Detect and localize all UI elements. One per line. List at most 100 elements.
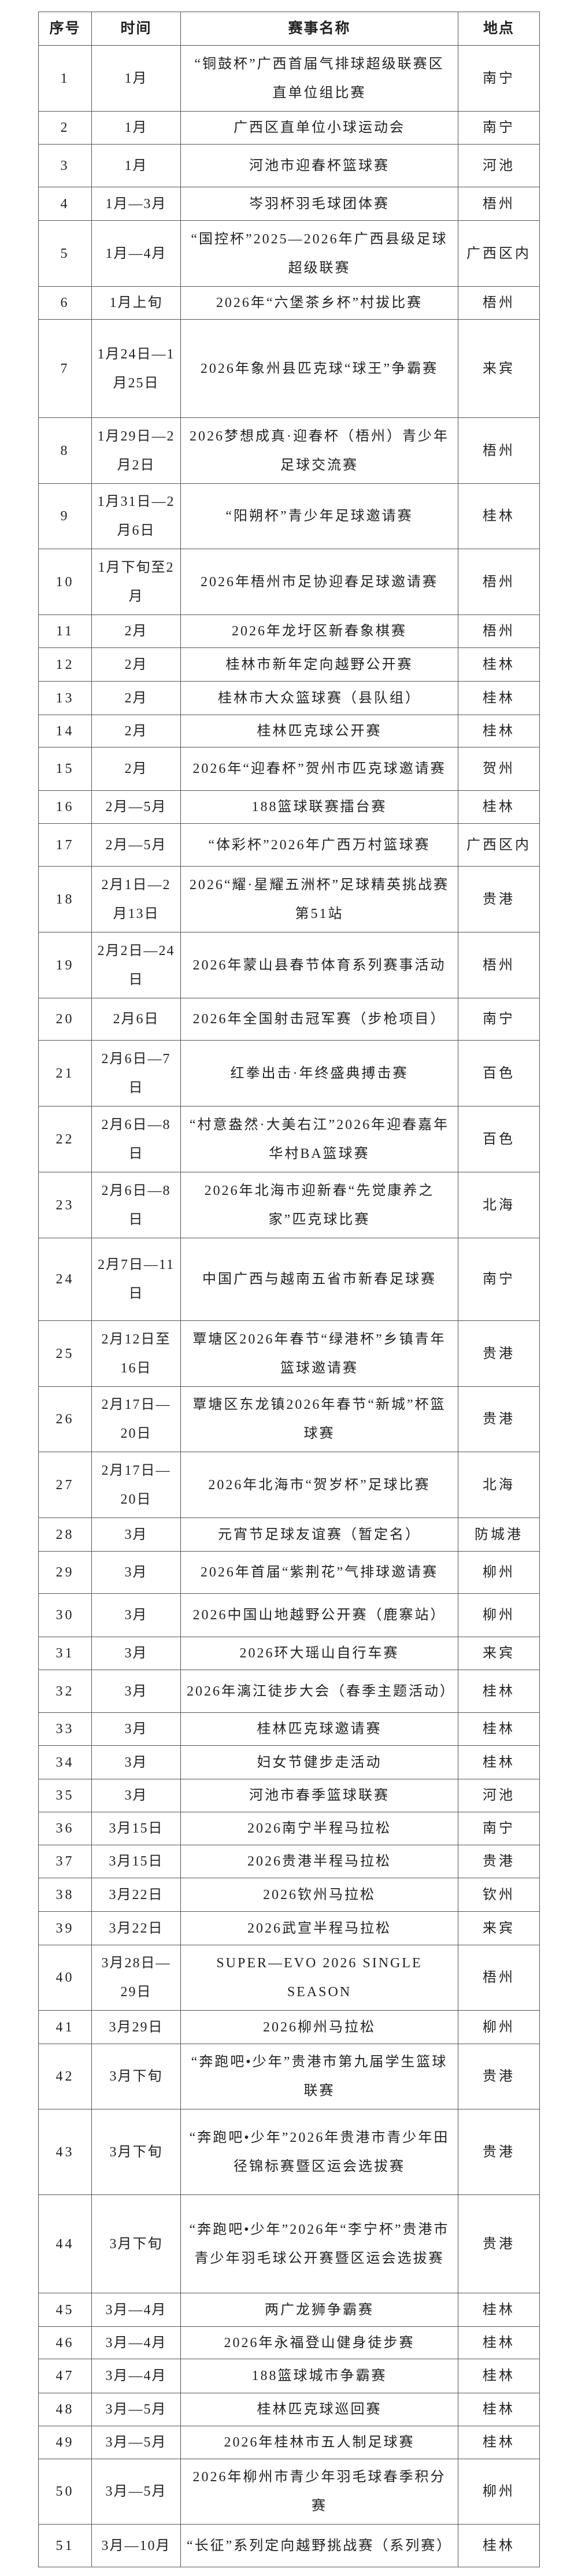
cell-event-name: 桂林匹克球公开赛 [180, 715, 458, 747]
table-row: 27 2月17日—20日 2026年北海市“贺岁杯”足球比赛 北海 [38, 1452, 540, 1518]
cell-place: 桂林 [458, 1712, 540, 1746]
cell-event-name: 2026年桂林市五人制足球赛 [180, 2426, 458, 2459]
cell-no: 28 [38, 1518, 92, 1552]
cell-no: 29 [38, 1551, 92, 1594]
cell-time: 3月 [91, 1593, 181, 1637]
cell-place: 桂林 [458, 681, 540, 715]
cell-event-name: 妇女节健步走活动 [180, 1745, 458, 1779]
cell-time: 1月 [91, 111, 181, 145]
cell-event-name: “长征”系列定向越野挑战赛（系列赛） [180, 2524, 458, 2567]
table-row: 40 3月28日—29日 SUPER—EVO 2026 SINGLE SEASON 梧… [38, 1945, 540, 2011]
cell-time: 2月—5月 [91, 823, 181, 867]
cell-event-name: 2026贵港半程马拉松 [180, 1845, 458, 1878]
cell-event-name: 2026年漓江徒步大会（春季主题活动） [180, 1670, 458, 1713]
cell-place: 梧州 [458, 417, 540, 484]
header-name: 赛事名称 [180, 12, 458, 46]
table-row: 38 3月22日 2026钦州马拉松 钦州 [38, 1878, 540, 1912]
cell-event-name: 2026年“六堡茶乡杯”村拔比赛 [180, 286, 458, 320]
cell-time: 2月17日—20日 [91, 1452, 181, 1518]
table-row: 3 1月 河池市迎春杯篮球赛 河池 [38, 144, 540, 187]
cell-place: 广西区内 [458, 823, 540, 867]
table-row: 43 3月下旬 “奔跑吧•少年”2026年贵港市青少年田径锦标赛暨区运会选拔赛 贵港 [38, 2109, 540, 2195]
cell-event-name: 2026“耀·星耀五洲杯”足球精英挑战赛第51站 [180, 866, 458, 932]
cell-no: 40 [38, 1945, 92, 2011]
cell-place: 桂林 [458, 647, 540, 682]
cell-no: 23 [38, 1172, 92, 1238]
cell-place: 河池 [458, 144, 540, 187]
cell-no: 12 [38, 647, 92, 682]
cell-event-name: 岑羽杯羽毛球团体赛 [180, 187, 458, 221]
cell-event-name: “村意盎然·大美右江”2026年迎春嘉年华村BA篮球赛 [180, 1106, 458, 1172]
cell-no: 7 [38, 319, 92, 418]
cell-time: 3月—4月 [91, 2293, 181, 2327]
cell-time: 1月上旬 [91, 286, 181, 320]
cell-event-name: 红拳出击·年终盛典搏击赛 [180, 1040, 458, 1106]
cell-time: 1月24日—1月25日 [91, 319, 181, 418]
table-row: 11 2月 2026年龙圩区新春象棋赛 梧州 [38, 615, 540, 648]
table-row: 4 1月—3月 岑羽杯羽毛球团体赛 梧州 [38, 187, 540, 221]
cell-event-name: 188篮球城市争霸赛 [180, 2359, 458, 2393]
cell-place: 桂林 [458, 1745, 540, 1779]
cell-no: 22 [38, 1106, 92, 1172]
table-row: 7 1月24日—1月25日 2026年象州县匹克球“球王”争霸赛 来宾 [38, 319, 540, 418]
cell-no: 48 [38, 2393, 92, 2426]
cell-place: 贵港 [458, 866, 540, 932]
cell-place: 桂林 [458, 790, 540, 824]
table-row: 16 2月—5月 188篮球联赛擂台赛 桂林 [38, 790, 540, 824]
cell-time: 3月22日 [91, 1911, 181, 1945]
cell-no: 4 [38, 187, 92, 221]
cell-place: 贵港 [458, 1386, 540, 1452]
cell-no: 32 [38, 1670, 92, 1713]
cell-place: 南宁 [458, 1238, 540, 1321]
cell-no: 21 [38, 1040, 92, 1106]
cell-place: 北海 [458, 1172, 540, 1238]
cell-time: 1月—4月 [91, 220, 181, 287]
cell-no: 31 [38, 1637, 92, 1670]
table-row: 35 3月 河池市春季篮球联赛 河池 [38, 1779, 540, 1812]
cell-event-name: 中国广西与越南五省市新春足球赛 [180, 1238, 458, 1321]
cell-time: 3月—5月 [91, 2426, 181, 2459]
cell-time: 3月—4月 [91, 2326, 181, 2359]
cell-event-name: 2026武宣半程马拉松 [180, 1911, 458, 1945]
cell-place: 贺州 [458, 747, 540, 791]
cell-event-name: “体彩杯”2026年广西万村篮球赛 [180, 823, 458, 867]
cell-time: 1月29日—2月2日 [91, 417, 181, 484]
table-row: 42 3月下旬 “奔跑吧•少年”贵港市第九届学生篮球联赛 贵港 [38, 2044, 540, 2109]
table-row: 17 2月—5月 “体彩杯”2026年广西万村篮球赛 广西区内 [38, 823, 540, 867]
table-row: 29 3月 2026年首届“紫荆花”气排球邀请赛 柳州 [38, 1551, 540, 1594]
cell-no: 18 [38, 866, 92, 932]
cell-no: 35 [38, 1779, 92, 1812]
cell-event-name: 桂林匹克球邀请赛 [180, 1712, 458, 1746]
cell-place: 梧州 [458, 187, 540, 221]
cell-no: 41 [38, 2010, 92, 2044]
cell-event-name: 2026年首届“紫荆花”气排球邀请赛 [180, 1551, 458, 1594]
cell-time: 3月 [91, 1779, 181, 1812]
cell-no: 11 [38, 615, 92, 648]
cell-time: 3月 [91, 1551, 181, 1594]
cell-place: 梧州 [458, 615, 540, 648]
table-row: 39 3月22日 2026武宣半程马拉松 来宾 [38, 1911, 540, 1945]
cell-time: 3月28日—29日 [91, 1945, 181, 2011]
cell-event-name: 2026梦想成真·迎春杯（梧州）青少年足球交流赛 [180, 417, 458, 484]
cell-no: 36 [38, 1812, 92, 1845]
table-row: 9 1月31日—2月6日 “阳朔杯”青少年足球邀请赛 桂林 [38, 483, 540, 549]
cell-event-name: 2026钦州马拉松 [180, 1878, 458, 1912]
cell-place: 柳州 [458, 1551, 540, 1594]
table-header-row: 序号 时间 赛事名称 地点 [38, 12, 540, 46]
table-row: 18 2月1日—2月13日 2026“耀·星耀五洲杯”足球精英挑战赛第51站 贵港 [38, 866, 540, 932]
cell-place: 河池 [458, 1779, 540, 1812]
cell-time: 2月 [91, 647, 181, 682]
cell-event-name: 188篮球联赛擂台赛 [180, 790, 458, 824]
cell-no: 49 [38, 2426, 92, 2459]
cell-event-name: 2026年蒙山县春节体育系列赛事活动 [180, 932, 458, 998]
cell-place: 桂林 [458, 2326, 540, 2359]
header-place: 地点 [458, 12, 540, 46]
cell-event-name: 2026环大瑶山自行车赛 [180, 1637, 458, 1670]
cell-place: 来宾 [458, 1911, 540, 1945]
cell-no: 14 [38, 715, 92, 747]
table-row: 31 3月 2026环大瑶山自行车赛 来宾 [38, 1637, 540, 1670]
cell-time: 2月1日—2月13日 [91, 866, 181, 932]
cell-time: 3月 [91, 1745, 181, 1779]
table-row: 19 2月2日—24日 2026年蒙山县春节体育系列赛事活动 梧州 [38, 932, 540, 998]
cell-place: 梧州 [458, 1945, 540, 2011]
